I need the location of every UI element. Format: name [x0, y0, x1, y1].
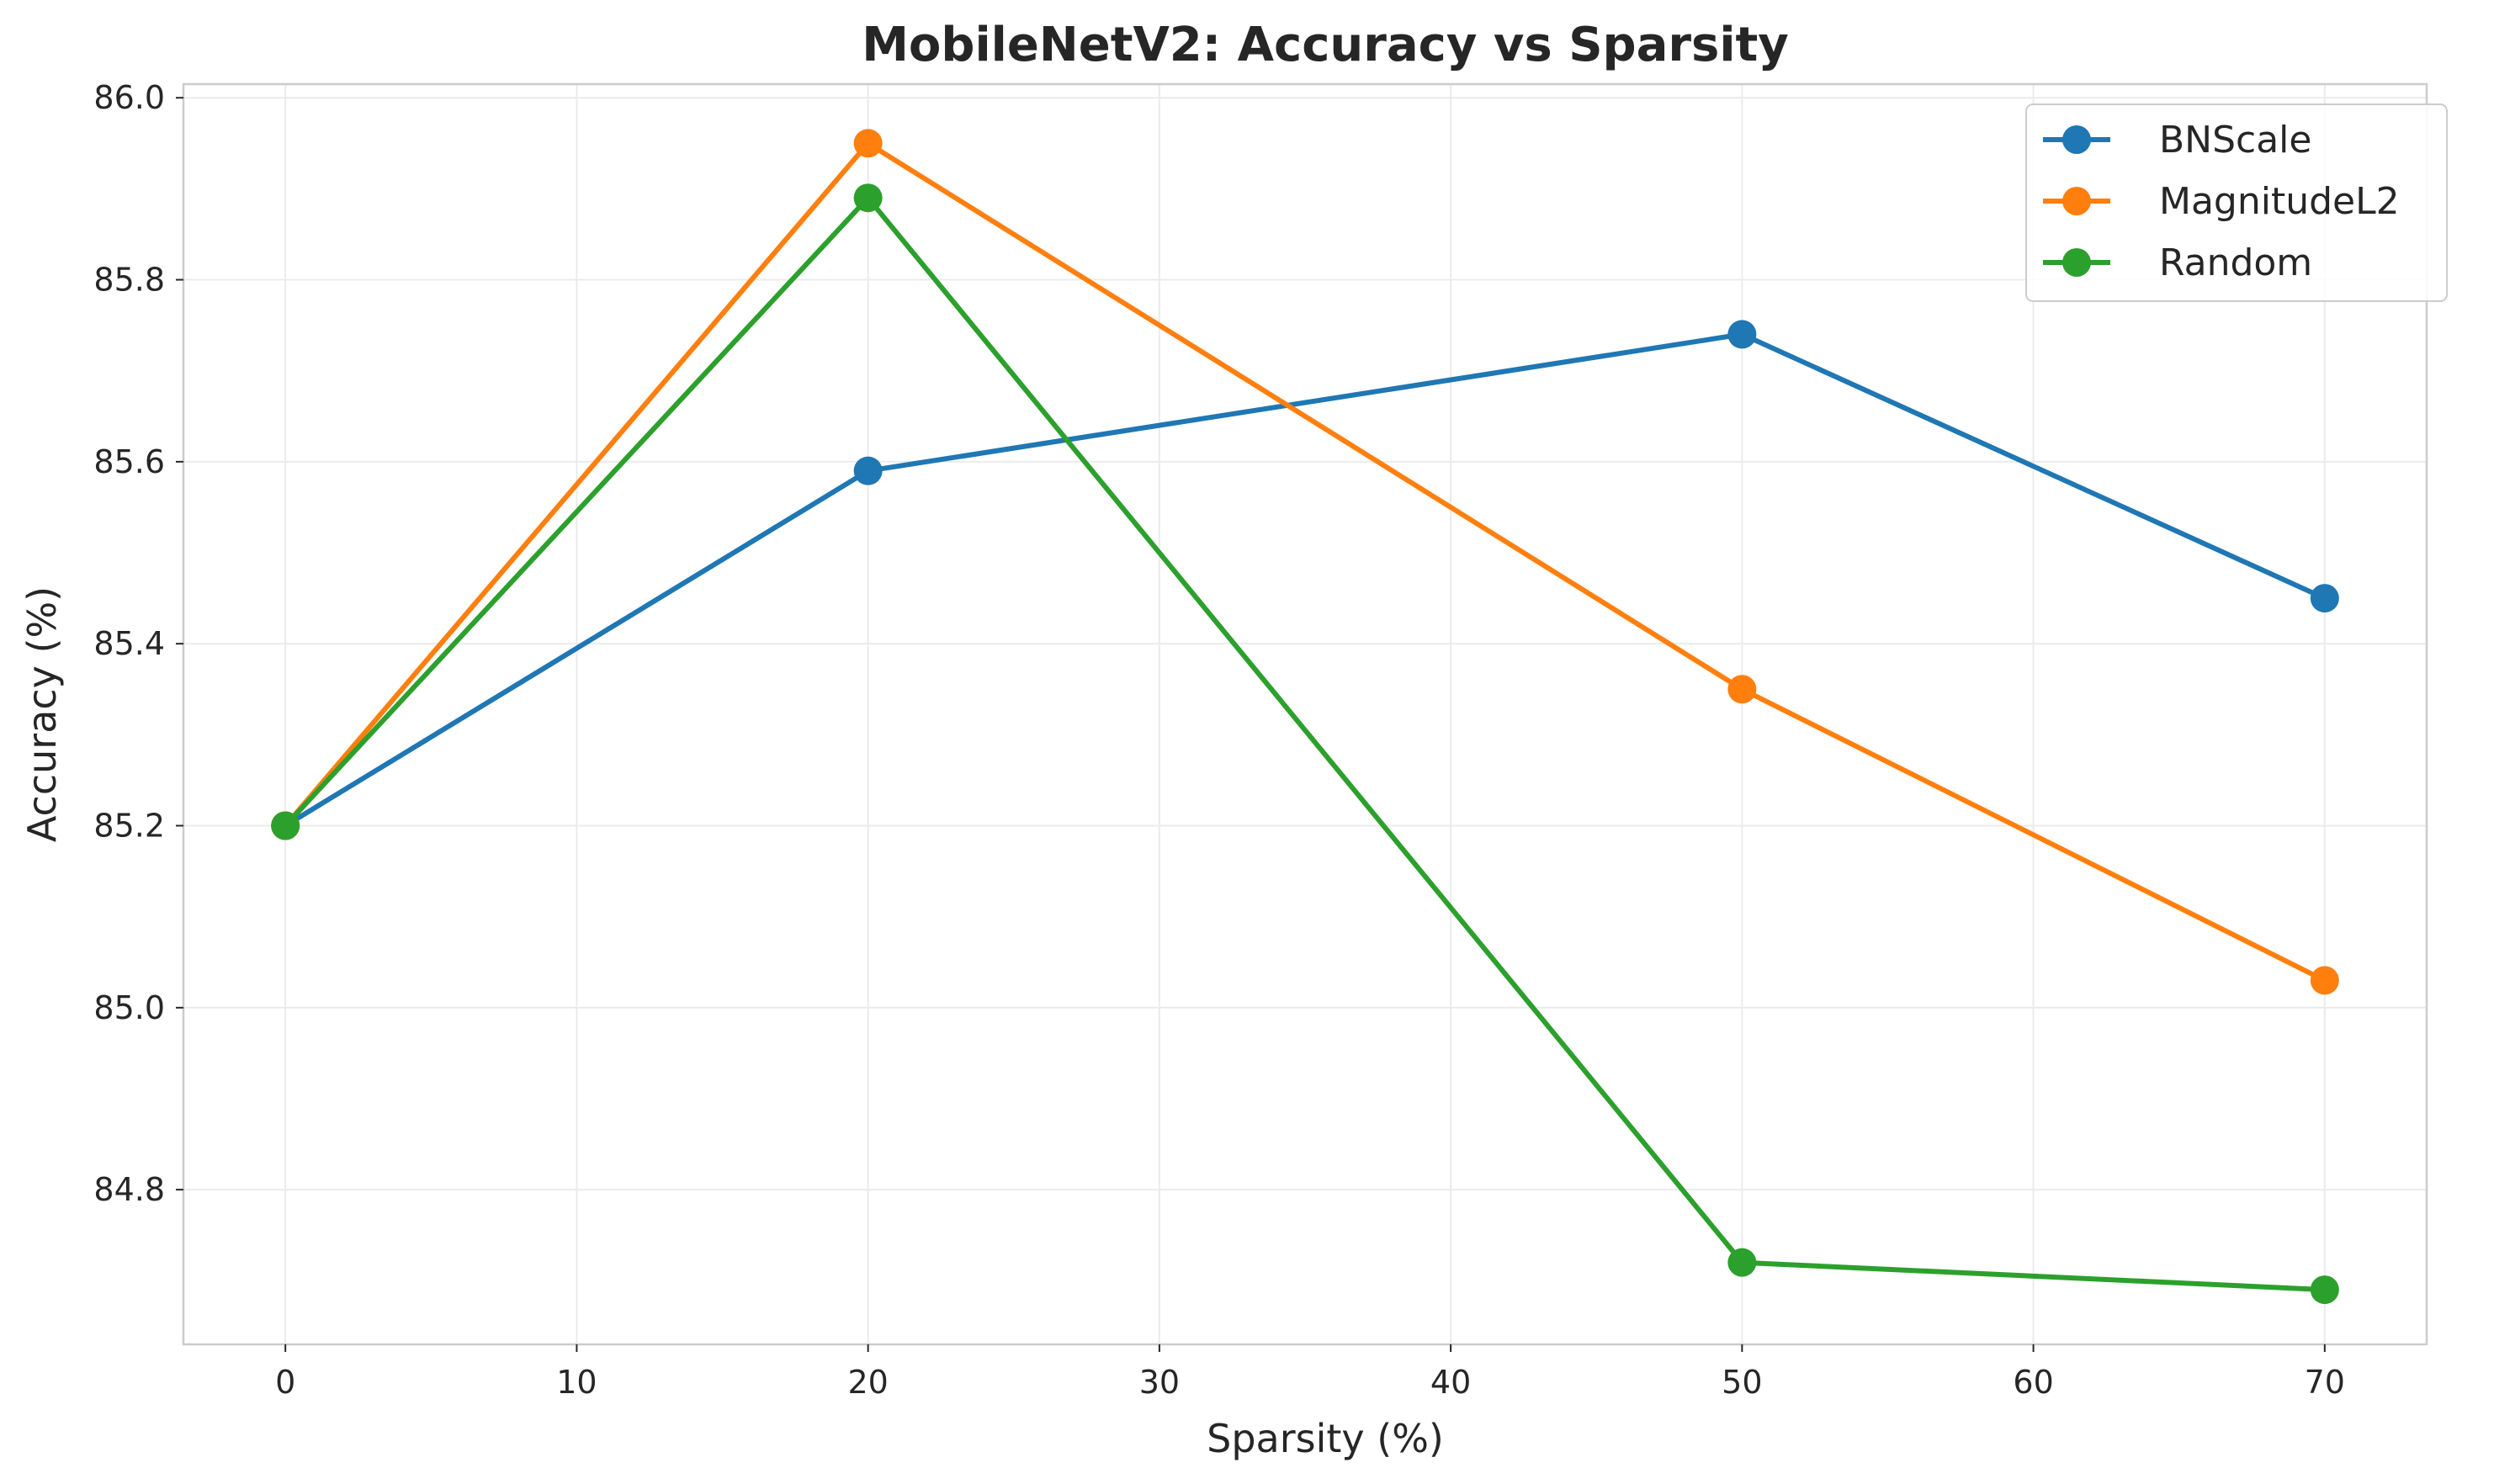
legend-item-random: Random [2043, 241, 2312, 284]
data-point-random [853, 183, 883, 213]
x-axis-label: Sparsity (%) [1207, 1416, 1444, 1461]
data-point-bnscale [853, 456, 883, 485]
series-line-bnscale [283, 331, 2327, 829]
legend-marker-magnitudel2 [2062, 187, 2091, 215]
legend-items: BNScale MagnitudeL2 Random [2043, 119, 2400, 284]
legend-box [2025, 103, 2448, 302]
x-tick-label: 60 [2013, 1364, 2053, 1401]
y-tick-label: 85.2 [93, 807, 165, 844]
y-tick-label: 84.8 [93, 1171, 165, 1208]
x-tick-label: 70 [2305, 1364, 2345, 1401]
y-axis-label: Accuracy (%) [19, 586, 65, 842]
legend-label-magnitudel2: MagnitudeL2 [2159, 180, 2400, 223]
legend-marker-random [2062, 248, 2091, 277]
x-tick-label: 30 [1139, 1364, 1180, 1401]
x-tick-label: 20 [847, 1364, 888, 1401]
legend-marker-bnscale [2062, 125, 2091, 154]
data-series [271, 129, 2339, 1305]
series-line-random [283, 195, 2327, 1293]
x-tick-label: 50 [1722, 1364, 1762, 1401]
data-point-bnscale [1727, 320, 1757, 349]
data-point-random [1727, 1248, 1757, 1277]
data-point-magnitudel2 [1727, 675, 1757, 704]
data-point-bnscale [2310, 584, 2339, 613]
y-tick-label: 86.0 [93, 79, 165, 116]
series-random [271, 183, 2339, 1305]
axis-ticks: 0 10 20 30 40 50 60 70 84.8 85.0 85.2 85.4 85.6 85.8 8… [93, 79, 2345, 1401]
legend-label-random: Random [2159, 241, 2312, 284]
x-tick-label: 40 [1430, 1364, 1471, 1401]
legend: BNScale MagnitudeL2 Random [2025, 103, 2448, 302]
y-tick-label: 85.0 [93, 989, 165, 1026]
chart-title: MobileNetV2: Accuracy vs Sparsity [862, 18, 1789, 72]
legend-item-magnitudel2: MagnitudeL2 [2043, 180, 2400, 223]
series-line-magnitudel2 [283, 140, 2327, 983]
data-point-random [271, 811, 300, 840]
y-tick-label: 85.6 [93, 443, 165, 480]
data-point-random [2310, 1275, 2339, 1305]
y-tick-label: 85.8 [93, 262, 165, 299]
legend-label-bnscale: BNScale [2159, 119, 2311, 162]
legend-item-bnscale: BNScale [2043, 119, 2311, 162]
x-tick-label: 10 [556, 1364, 597, 1401]
plot-area-frame [182, 82, 2428, 1346]
data-point-magnitudel2 [2310, 966, 2339, 995]
x-tick-label: 0 [275, 1364, 295, 1401]
y-tick-label: 85.4 [93, 625, 165, 662]
data-point-magnitudel2 [853, 129, 883, 158]
